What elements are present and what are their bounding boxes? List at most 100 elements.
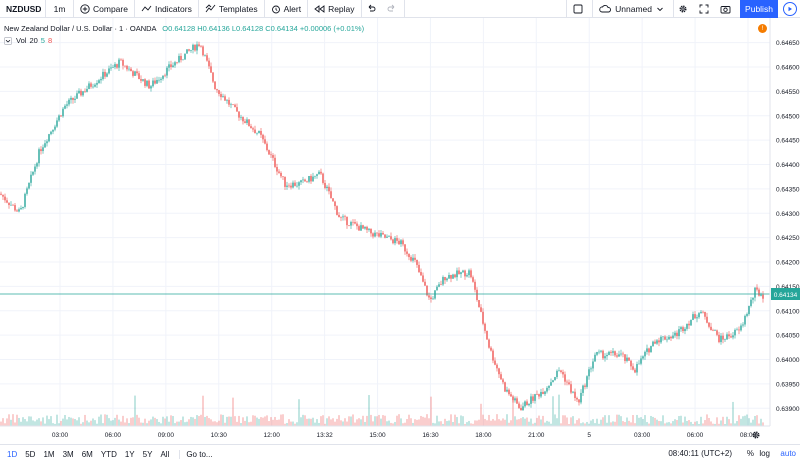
indicators-button[interactable]: Indicators	[135, 0, 199, 18]
volume-bar	[608, 415, 610, 426]
candle-body	[102, 71, 104, 80]
volume-bar	[518, 419, 520, 426]
candle-body	[406, 251, 408, 254]
range-button-1d[interactable]: 1D	[7, 449, 18, 459]
candle-body	[738, 329, 740, 331]
volume-bar	[148, 420, 150, 426]
candle-body	[264, 139, 266, 144]
price-chart[interactable]: 0.64650 0.64600 0.64550 0.64500 0.64450 0.644…	[0, 18, 800, 444]
volume-bar	[0, 421, 2, 426]
volume-bar	[416, 419, 418, 426]
volume-bar	[692, 423, 694, 426]
candle-body	[368, 228, 370, 230]
chart-settings-gear-icon[interactable]	[751, 430, 761, 440]
candle-body	[578, 399, 580, 403]
range-button-1m[interactable]: 1M	[43, 449, 55, 459]
volume-bar	[676, 420, 678, 426]
snapshot-button[interactable]	[716, 0, 738, 18]
volume-bar	[384, 415, 386, 426]
price-tick-label: 0.64100	[776, 308, 800, 315]
candle-body	[56, 120, 58, 127]
volume-bar	[128, 423, 130, 426]
volume-bar	[356, 419, 358, 426]
publish-play-button[interactable]	[783, 2, 797, 16]
redo-button[interactable]	[383, 0, 405, 18]
fullscreen-button[interactable]	[695, 0, 716, 18]
candle-body	[728, 334, 730, 337]
candle-body	[474, 281, 476, 290]
volume-bar	[302, 414, 304, 426]
candle-body	[316, 174, 318, 176]
volume-bar	[442, 423, 444, 426]
undo-button[interactable]	[362, 0, 383, 18]
log-toggle[interactable]: log	[759, 449, 770, 458]
auto-scale-toggle[interactable]: auto	[780, 449, 796, 458]
candle-body	[538, 394, 540, 397]
layout-save-button[interactable]: Unnamed	[593, 0, 674, 18]
series-legend[interactable]: New Zealand Dollar / U.S. Dollar · 1 · O…	[4, 24, 364, 33]
range-button-5d[interactable]: 5D	[25, 449, 36, 459]
candle-body	[300, 180, 302, 183]
volume-bar	[610, 422, 612, 426]
interval-button[interactable]: 1m	[46, 0, 74, 18]
candlestick-series	[0, 41, 764, 411]
time-tick-label: 15:00	[369, 432, 386, 439]
layout-toggle-checkbox[interactable]	[566, 0, 594, 18]
time-tick-label: 06:00	[105, 432, 122, 439]
volume-bar	[426, 414, 428, 426]
candle-body	[726, 334, 728, 340]
price-tick-label: 0.64150	[776, 284, 800, 291]
volume-bar	[582, 422, 584, 426]
alert-badge-icon[interactable]: !	[758, 24, 767, 33]
candle-body	[634, 369, 636, 373]
range-button-ytd[interactable]: YTD	[100, 449, 117, 459]
candle-body	[132, 71, 134, 76]
volume-legend[interactable]: Vol 20 5 8	[4, 36, 52, 45]
volume-bar	[630, 422, 632, 426]
volume-bar	[312, 417, 314, 426]
volume-bar	[134, 395, 136, 426]
volume-bar	[14, 422, 16, 426]
price-axis[interactable]: 0.64650 0.64600 0.64550 0.64500 0.64450 0.644…	[776, 40, 800, 413]
volume-bar	[254, 415, 256, 426]
time-tick-label: 06:00	[687, 432, 704, 439]
volume-bar	[596, 418, 598, 426]
volume-bar	[174, 423, 176, 426]
volume-bar	[276, 419, 278, 426]
candle-body	[540, 391, 542, 397]
replay-button[interactable]: Replay	[308, 0, 362, 18]
alert-button[interactable]: Alert	[265, 0, 309, 18]
volume-bar	[4, 423, 6, 426]
templates-button[interactable]: Templates	[199, 0, 265, 18]
volume-bar	[508, 422, 510, 426]
candle-body	[174, 62, 176, 66]
range-button-1y[interactable]: 1Y	[124, 449, 135, 459]
volume-bar	[270, 417, 272, 426]
chevron-down-icon[interactable]	[4, 36, 12, 45]
volume-bar	[484, 418, 486, 426]
candle-body	[278, 171, 280, 173]
range-button-6m[interactable]: 6M	[81, 449, 93, 459]
percent-toggle[interactable]: %	[746, 449, 754, 458]
volume-bar	[578, 418, 580, 426]
time-axis[interactable]: 03:00 06:00 09:00 10:30 12:00 13:32 15:00 16:30…	[52, 432, 757, 439]
range-button-5y[interactable]: 5Y	[142, 449, 153, 459]
candle-body	[326, 186, 328, 189]
volume-bar	[546, 420, 548, 426]
settings-button[interactable]	[674, 0, 695, 18]
compare-button[interactable]: Compare	[74, 0, 135, 18]
range-button-3m[interactable]: 3M	[62, 449, 74, 459]
candle-body	[380, 232, 382, 237]
candle-body	[166, 67, 168, 76]
volume-bar	[436, 415, 438, 426]
clock-timezone[interactable]: 08:40:11 (UTC+2)	[668, 449, 732, 458]
volume-bar	[166, 416, 168, 426]
range-bar: 1D 5D 1M 3M 6M YTD 1Y 5Y All Go to... 08:40:11 (…	[0, 444, 800, 463]
publish-button[interactable]: Publish	[740, 0, 778, 18]
candle-body	[258, 130, 260, 133]
candle-body	[292, 182, 294, 188]
goto-button[interactable]: Go to...	[179, 449, 213, 459]
candle-body	[580, 392, 582, 403]
range-button-all[interactable]: All	[160, 449, 170, 459]
symbol-search[interactable]: NZDUSD	[0, 0, 46, 18]
